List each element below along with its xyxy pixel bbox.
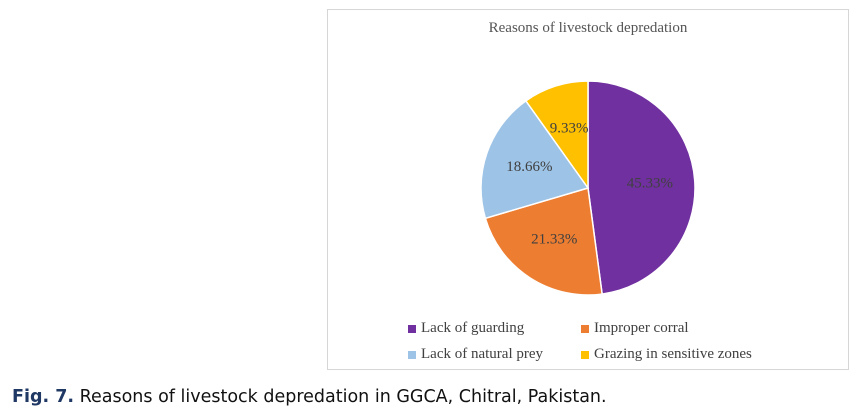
legend-swatch bbox=[581, 350, 589, 359]
pie-chart: 45.33% 21.33% 18.66% 9.33% bbox=[480, 80, 696, 296]
legend-item-improper-corral: Improper corral bbox=[581, 320, 821, 337]
data-label-lack-of-natural-prey: 18.66% bbox=[506, 159, 552, 175]
legend-item-grazing-in-sensitive-zones: Grazing in sensitive zones bbox=[581, 346, 821, 363]
legend-item-lack-of-natural-prey: Lack of natural prey bbox=[408, 346, 581, 363]
legend-swatch bbox=[408, 324, 416, 333]
figure-caption: Fig. 7. Reasons of livestock depredation… bbox=[12, 387, 607, 407]
legend: Lack of guarding Improper corral Lack of… bbox=[408, 320, 838, 363]
legend-swatch bbox=[408, 350, 416, 359]
pie-slice-improper-corral bbox=[484, 187, 603, 296]
pie-slice-lack-of-guarding bbox=[587, 80, 696, 295]
legend-item-lack-of-guarding: Lack of guarding bbox=[408, 320, 581, 337]
pie-slice-lack-of-natural-prey bbox=[480, 99, 590, 220]
pie-slice-grazing-in-sensitive-zones bbox=[524, 80, 589, 191]
legend-swatch bbox=[581, 324, 589, 333]
data-label-improper-corral: 21.33% bbox=[531, 231, 577, 247]
legend-label: Grazing in sensitive zones bbox=[594, 346, 752, 362]
chart-frame: Reasons of livestock depredation 45.33% 2… bbox=[327, 9, 849, 370]
chart-title: Reasons of livestock depredation bbox=[488, 20, 688, 36]
caption-text: Reasons of livestock depredation in GGCA… bbox=[74, 387, 607, 407]
legend-label: Lack of guarding bbox=[421, 320, 525, 336]
legend-label: Lack of natural prey bbox=[421, 346, 544, 362]
caption-prefix: Fig. 7. bbox=[12, 387, 75, 407]
legend-label: Improper corral bbox=[594, 320, 689, 336]
data-label-lack-of-guarding: 45.33% bbox=[627, 175, 673, 191]
data-label-grazing-in-sensitive-zones: 9.33% bbox=[550, 120, 589, 136]
